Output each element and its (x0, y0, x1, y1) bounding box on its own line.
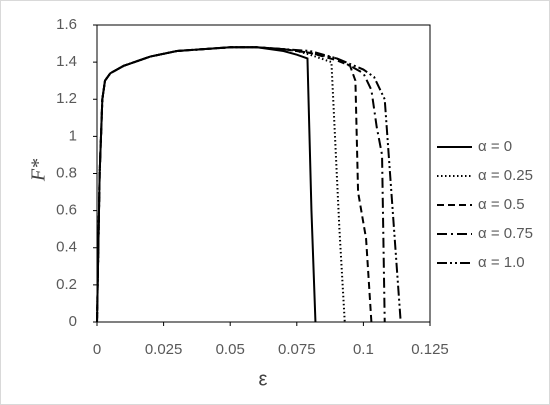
series-line (96, 46, 402, 323)
x-tick-label: 0.1 (353, 341, 374, 358)
x-tick-label: 0.075 (278, 341, 316, 358)
x-axis-label: ε (259, 368, 268, 390)
y-tick-label: 0.6 (56, 202, 77, 219)
y-tick-label: 0.2 (56, 276, 77, 293)
y-tick-label: 1 (69, 127, 77, 144)
legend-label: α = 1.0 (478, 254, 525, 271)
x-tick-label: 0 (93, 341, 101, 358)
y-tick-label: 0 (69, 313, 77, 330)
legend-label: α = 0.25 (478, 167, 533, 184)
legend-label: α = 0 (478, 138, 512, 155)
x-tick-label: 0.05 (216, 341, 245, 358)
x-tick-label: 0.125 (411, 341, 449, 358)
y-tick-label: 1.6 (56, 16, 77, 33)
y-tick-label: 1.2 (56, 90, 77, 107)
x-tick-label: 0.025 (145, 341, 183, 358)
y-tick-label: 0.8 (56, 164, 77, 181)
y-tick-label: 0.4 (56, 239, 77, 256)
legend-label: α = 0.75 (478, 225, 533, 242)
y-tick-label: 1.4 (56, 53, 77, 70)
y-axis-label: F* (28, 159, 50, 182)
legend-label: α = 0.5 (478, 196, 525, 213)
